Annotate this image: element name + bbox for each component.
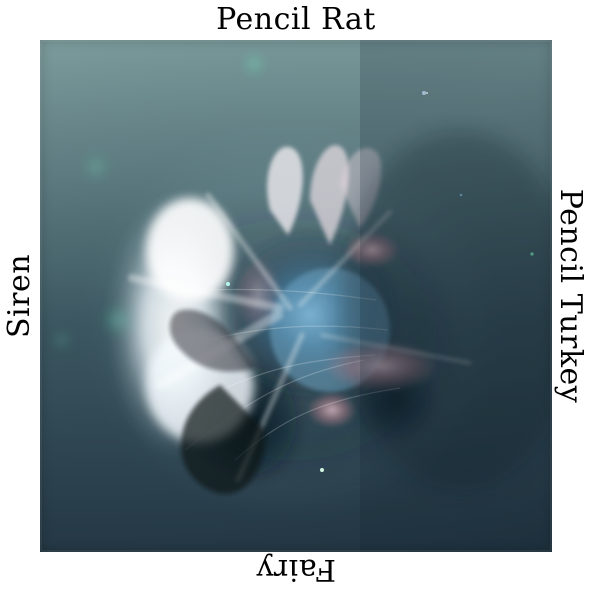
abstract-artwork-svg	[40, 40, 552, 552]
left-label: Siren	[2, 253, 37, 339]
right-label: Pencil Turkey	[553, 188, 588, 404]
bottom-label: Fairy	[255, 552, 337, 587]
top-label: Pencil Rat	[216, 2, 376, 37]
central-image	[40, 40, 552, 552]
